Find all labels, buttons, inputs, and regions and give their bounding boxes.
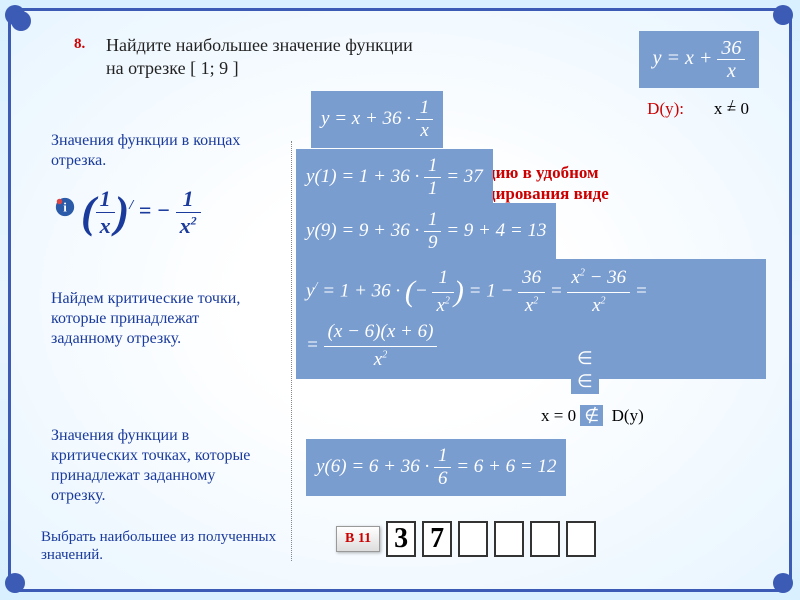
calc-y1: y(1) = 1 + 36 · 11 = 37 [296,149,493,206]
element-symbol-1: ∈ [571,346,599,371]
step-3-text: Значения функции в критических точках, к… [51,426,271,506]
calc-y9: y(9) = 9 + 36 · 19 = 9 + 4 = 13 [296,203,556,260]
svg-text:i: i [63,201,67,215]
answer-label-button[interactable]: В 11 [336,526,380,552]
answer-cell-2[interactable]: 7 [422,521,452,557]
excluded-point: x = 0 ∉ D(y) [541,406,644,426]
info-icon: i [54,196,76,218]
task-text: Найдите наибольшее значение функции на о… [106,34,413,81]
answer-cell-6[interactable] [566,521,596,557]
step-2-text: Найдем критические точки, которые принад… [51,289,261,349]
step-1-text: Значения функции в концах отрезка. [51,131,251,171]
answer-row: В 11 3 7 [336,521,596,557]
task-line2: на отрезке [ 1; 9 ] [106,58,239,78]
domain-label: D(y): [647,99,684,119]
calc-derivative: y/ = 1 + 36 · (− 1x2) = 1 − 36x2 = x2 − … [296,259,766,379]
domain-value: x =/ 0 [714,99,749,119]
red-hint-2: нцирования виде [476,184,609,204]
answer-cell-3[interactable] [458,521,488,557]
answer-cell-4[interactable] [494,521,524,557]
task-number: 8. [74,36,85,53]
red-hint-1: кцию в удобном [476,163,599,183]
calc-y6: y(6) = 6 + 36 · 16 = 6 + 6 = 12 [306,439,566,496]
task-line1: Найдите наибольшее значение функции [106,35,413,55]
content-area: 8. Найдите наибольшее значение функции н… [36,31,764,569]
answer-cell-5[interactable] [530,521,560,557]
answer-cell-1[interactable]: 3 [386,521,416,557]
main-function-box: y = x + 36x [639,31,759,88]
vertical-divider [291,141,292,561]
alt-function-box: y = x + 36 · 1x [311,91,443,148]
derivative-hint: (1x)/ = − 1x2 [81,186,201,239]
slide-frame: 8. Найдите наибольшее значение функции н… [8,8,792,592]
element-symbol-2: ∈ [571,369,599,394]
step-4-text: Выбрать наибольшее из полученных значени… [41,528,281,564]
